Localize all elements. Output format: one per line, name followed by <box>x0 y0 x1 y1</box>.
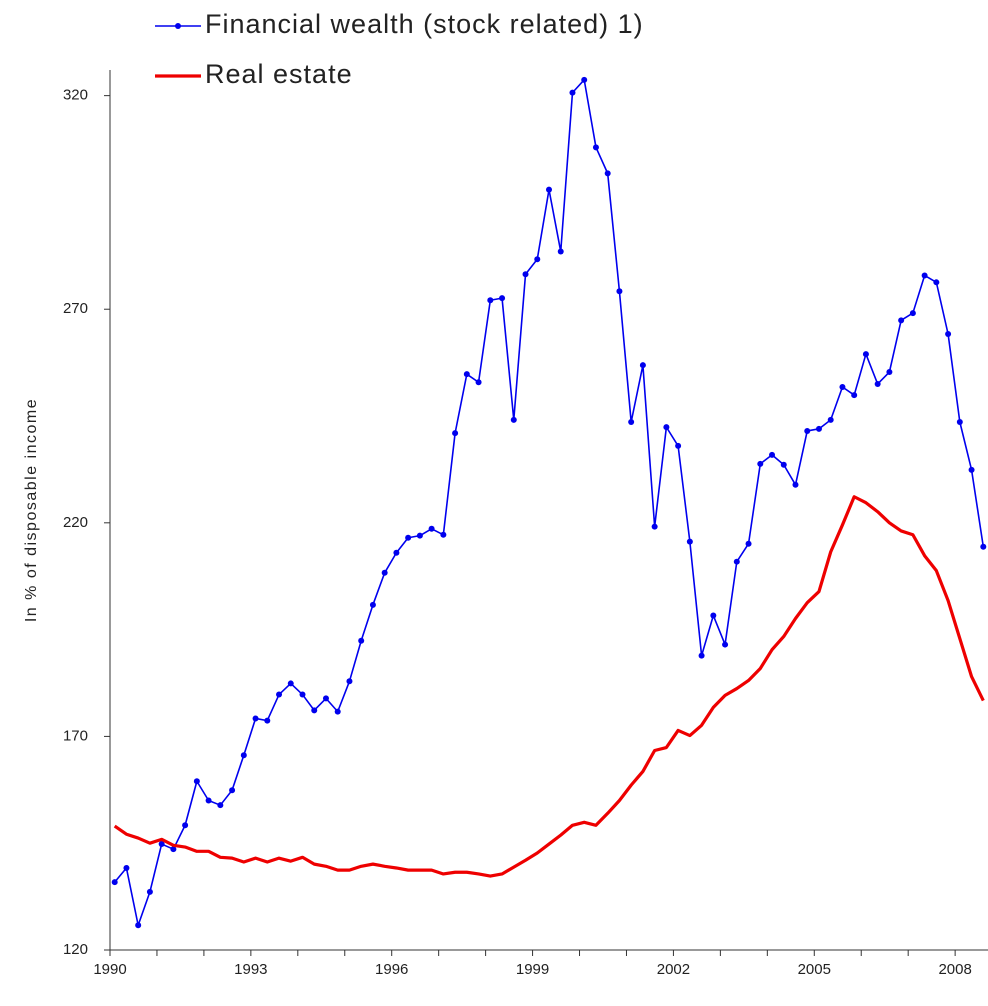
point <box>780 461 787 468</box>
y-tick-label: 170 <box>63 727 88 744</box>
point <box>628 419 635 425</box>
point <box>452 430 459 437</box>
point <box>581 76 588 83</box>
point <box>968 466 975 473</box>
point <box>170 846 177 853</box>
point <box>499 295 506 302</box>
point <box>182 822 189 829</box>
point <box>592 144 599 151</box>
legend-label: Real estate <box>205 59 353 89</box>
x-tick-label: 2002 <box>657 961 690 978</box>
point <box>956 419 963 425</box>
point <box>839 383 846 390</box>
point <box>804 427 811 434</box>
y-axis-label: In % of disposable income <box>23 398 40 622</box>
point <box>393 549 400 556</box>
y-tick-label: 270 <box>63 300 88 317</box>
point <box>534 256 541 263</box>
point <box>264 717 271 724</box>
point <box>675 442 682 449</box>
point <box>146 888 153 895</box>
point <box>522 271 529 278</box>
point <box>358 637 365 644</box>
point <box>346 678 353 685</box>
point <box>416 532 423 539</box>
point <box>557 248 564 255</box>
x-tick-label: 2005 <box>798 961 831 978</box>
point <box>815 425 822 432</box>
point <box>757 460 764 467</box>
point <box>475 379 482 386</box>
point <box>405 534 412 541</box>
point <box>440 531 447 538</box>
point <box>111 879 118 886</box>
point <box>898 317 905 324</box>
y-tick-label: 220 <box>63 514 88 531</box>
point <box>733 558 740 565</box>
point <box>252 715 259 722</box>
point <box>428 525 435 532</box>
x-tick-label: 1993 <box>234 961 267 978</box>
point <box>710 612 717 619</box>
x-tick-label: 1996 <box>375 961 408 978</box>
point <box>240 752 247 759</box>
point <box>123 864 130 871</box>
point <box>193 778 200 785</box>
point <box>792 481 799 488</box>
point <box>311 707 318 714</box>
legend-label: Financial wealth (stock related) 1) <box>205 9 644 39</box>
x-tick-label: 1999 <box>516 961 549 978</box>
point <box>769 451 776 458</box>
x-tick-label: 2008 <box>938 961 971 978</box>
point <box>722 641 729 648</box>
point <box>463 371 470 378</box>
point <box>205 797 212 804</box>
series-line <box>113 495 985 878</box>
point <box>287 680 294 687</box>
point <box>862 351 869 358</box>
point <box>933 279 940 286</box>
y-tick-label: 320 <box>63 87 88 104</box>
point <box>827 416 834 423</box>
point <box>604 170 611 177</box>
point <box>980 543 987 550</box>
point <box>158 841 165 848</box>
point <box>686 538 693 545</box>
point <box>698 652 705 659</box>
point <box>546 186 552 193</box>
point <box>229 787 236 794</box>
point <box>663 424 670 431</box>
point <box>135 922 142 929</box>
y-tick-label: 120 <box>63 941 88 958</box>
point <box>945 331 952 337</box>
x-tick-label: 1990 <box>93 961 126 978</box>
point <box>886 369 893 376</box>
point <box>745 540 752 547</box>
point <box>381 569 388 576</box>
point <box>510 416 517 423</box>
point <box>322 695 329 702</box>
point <box>569 89 576 96</box>
point <box>651 523 658 530</box>
point <box>487 297 494 304</box>
point <box>369 601 376 608</box>
point <box>909 310 916 317</box>
point <box>217 802 224 809</box>
point <box>851 392 858 399</box>
point <box>276 691 283 698</box>
point <box>874 380 881 387</box>
point <box>639 362 646 369</box>
legend-marker <box>175 23 181 29</box>
point <box>334 708 341 715</box>
point <box>921 272 928 279</box>
point <box>299 691 306 698</box>
point <box>616 288 623 295</box>
